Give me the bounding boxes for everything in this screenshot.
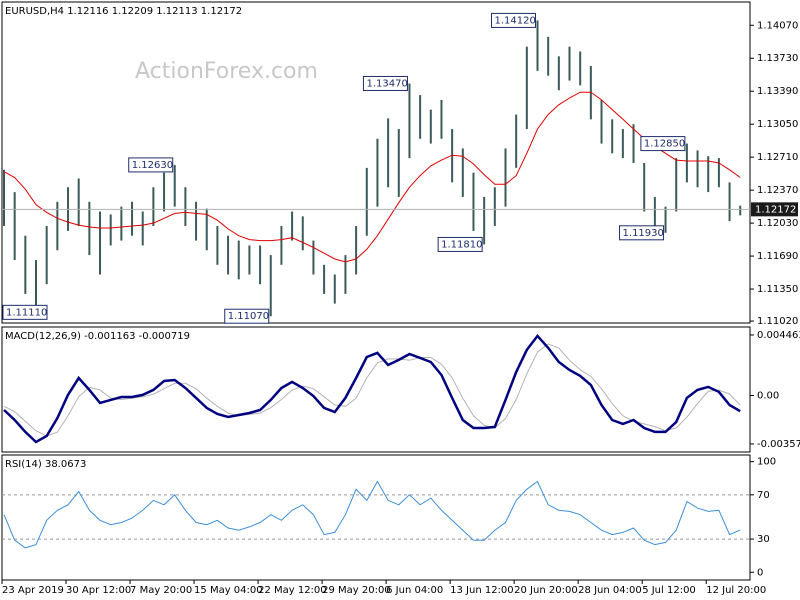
y-tick-label: 0.00 [757, 390, 779, 401]
y-tick-label: 1.12710 [757, 152, 798, 163]
panel-frame [1, 1, 751, 324]
series-line [3, 343, 741, 437]
y-tick-label: 1.13730 [757, 53, 798, 64]
x-tick-label: 22 May 12:00 [258, 585, 327, 596]
y-tick-label: 70 [757, 490, 770, 501]
moving-average [3, 91, 741, 263]
annotation-box [224, 308, 270, 324]
y-tick-label: 30 [757, 534, 770, 545]
annotation-box [619, 225, 665, 241]
panel-title: MACD(12,26,9) -0.001163 -0.000719 [5, 331, 190, 342]
y-tick-label: 1.11020 [757, 316, 798, 327]
x-tick-label: 5 Jul 12:00 [642, 585, 696, 596]
panel-frame [1, 454, 751, 581]
y-tick-label: 1.14070 [757, 20, 798, 31]
series-line [3, 333, 741, 444]
y-tick-label: -0.003576 [757, 439, 800, 450]
y-tick-label: 0.004463 [757, 330, 800, 341]
last-price-box [751, 202, 798, 217]
annotation-box [491, 12, 536, 28]
x-tick-label: 29 May 20:00 [322, 585, 391, 596]
y-tick-label: 1.13050 [757, 119, 798, 130]
y-tick-label: 1.13390 [757, 86, 798, 97]
annotation-box [437, 236, 483, 252]
annotation-box [362, 75, 408, 91]
x-tick-label: 30 Apr 12:00 [66, 585, 131, 596]
annotation-label: 1.14120 [495, 15, 536, 26]
annotation-box [2, 304, 48, 320]
x-tick-label: 23 Apr 2019 [2, 585, 64, 596]
x-tick-label: 28 Jun 04:00 [578, 585, 642, 596]
x-tick-label: 13 Jun 12:00 [450, 585, 514, 596]
y-tick-label: 1.12370 [757, 185, 798, 196]
y-tick-label: 0 [757, 567, 763, 578]
last-price-label: 1.12172 [755, 204, 796, 215]
annotation-label: 1.12630 [132, 160, 173, 171]
annotation-box [128, 157, 174, 173]
x-tick-label: 20 Jun 20:00 [514, 585, 578, 596]
y-tick-label: 1.12030 [757, 218, 798, 229]
y-tick-label: 1.11350 [757, 284, 798, 295]
annotation-box [640, 136, 686, 152]
annotation-label: 1.13470 [366, 78, 407, 89]
y-tick-label: 100 [757, 457, 776, 468]
annotation-label: 1.12850 [644, 139, 685, 150]
x-tick-label: 6 Jun 04:00 [386, 585, 443, 596]
panel-title: EURUSD,H4 1.12116 1.12209 1.12113 1.1217… [5, 6, 242, 17]
x-tick-label: 15 May 04:00 [194, 585, 263, 596]
panel-title: RSI(14) 38.0673 [5, 459, 86, 470]
annotation-label: 1.11110 [6, 307, 47, 318]
x-tick-label: 7 May 20:00 [130, 585, 192, 596]
panel-frame [1, 326, 751, 453]
series-line [3, 480, 741, 549]
annotation-label: 1.11810 [441, 239, 482, 250]
watermark: ActionForex.com [135, 59, 318, 84]
y-tick-label: 1.11690 [757, 251, 798, 262]
annotation-label: 1.11070 [228, 311, 269, 322]
x-tick-label: 12 Jul 20:00 [706, 585, 766, 596]
annotation-label: 1.11930 [623, 228, 664, 239]
